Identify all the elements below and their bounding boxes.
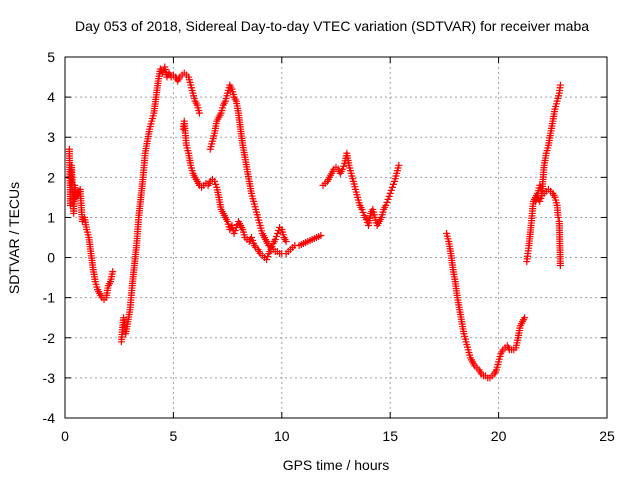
y-tick-label: -2 [43,330,56,346]
data-point [536,197,544,205]
y-tick-label: 4 [47,89,55,105]
plot-frame [64,56,608,419]
data-point [211,177,219,185]
x-tick-label: 20 [491,428,507,444]
data-point [230,229,238,237]
data-point [247,234,255,241]
data-point [231,226,239,234]
chart-title: Day 053 of 2018, Sidereal Day-to-day VTE… [75,18,589,34]
y-tick-label: 2 [47,169,55,185]
data-points [65,63,564,382]
y-tick-label: 5 [47,49,55,65]
data-point [317,231,325,239]
data-point [249,237,257,245]
data-point [556,81,564,89]
x-tick-label: 5 [170,428,178,444]
data-point [339,165,347,173]
data-point [362,215,370,223]
data-point [388,183,396,191]
data-point [263,256,271,264]
data-point [382,201,390,209]
data-point [358,205,366,213]
y-tick-label: -4 [43,410,56,426]
data-point [275,226,283,234]
data-point [385,192,393,200]
axis-ticks: 0 5 10 15 20 25 -4 -3 -2 -1 0 1 2 3 4 5 [43,49,615,444]
data-point [387,186,395,194]
data-point [159,69,167,77]
y-axis-label: SDTVAR / TECUs [6,182,22,294]
data-point [384,195,392,203]
x-axis-label: GPS time / hours [283,457,390,473]
y-tick-label: 1 [47,209,55,225]
data-point [554,213,562,221]
data-point [272,232,280,240]
data-point [537,194,545,202]
data-point [395,161,403,169]
x-tick-label: 15 [382,428,398,444]
data-point [212,180,220,188]
y-tick-label: 3 [47,129,55,145]
data-point [268,243,276,251]
data-point [271,236,279,244]
data-point [521,314,529,322]
y-tick-label: 0 [47,250,55,266]
data-point [389,180,397,188]
data-point [264,253,272,261]
x-tick-label: 10 [274,428,290,444]
data-point [282,238,290,246]
data-point [195,109,203,117]
data-point [383,198,391,206]
data-point [359,208,367,216]
grid [65,57,607,418]
x-tick-label: 25 [599,428,615,444]
x-tick-label: 0 [61,428,69,444]
data-point [273,229,281,237]
y-tick-label: -1 [43,290,56,306]
y-tick-label: -3 [43,370,56,386]
data-point [109,268,117,276]
data-point [386,189,394,197]
data-point [556,262,564,270]
data-point [340,162,348,170]
